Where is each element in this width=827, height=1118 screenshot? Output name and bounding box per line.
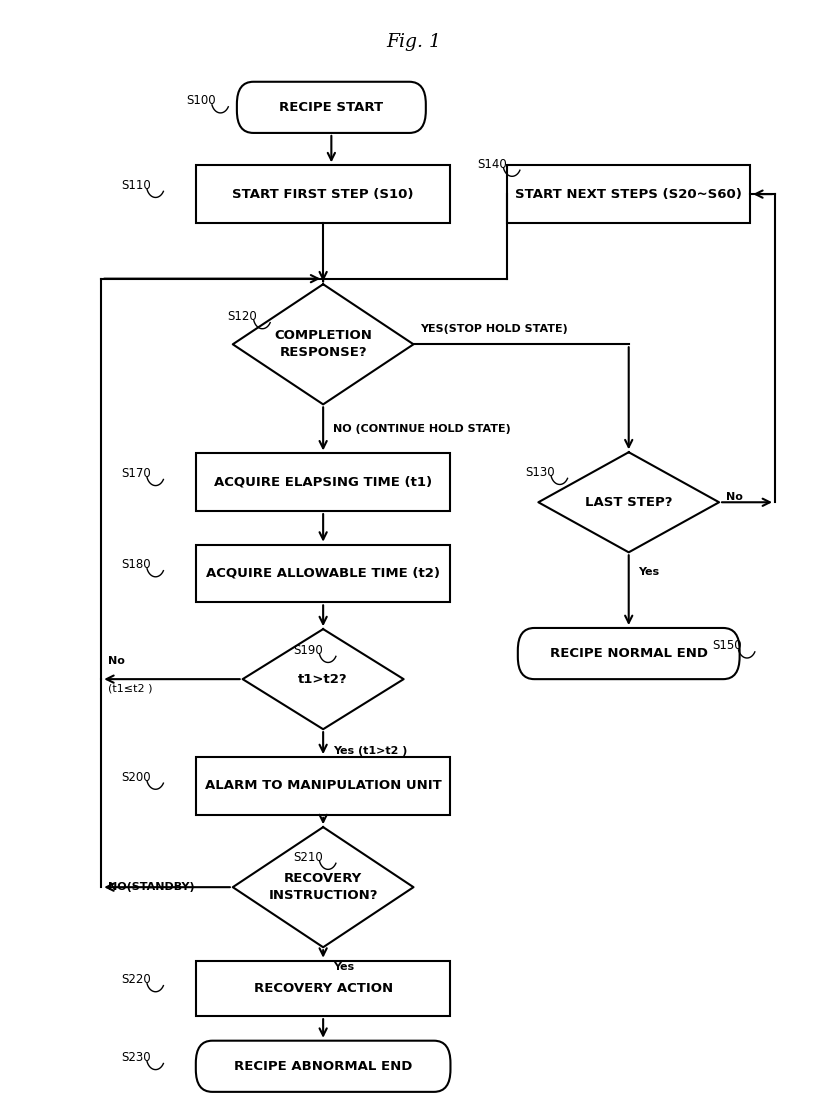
Text: S190: S190 [294,644,323,656]
Text: START FIRST STEP (S10): START FIRST STEP (S10) [232,188,414,200]
Text: ACQUIRE ALLOWABLE TIME (t2): ACQUIRE ALLOWABLE TIME (t2) [206,567,440,580]
FancyBboxPatch shape [196,1041,451,1092]
Bar [196,544,451,603]
Polygon shape [538,452,719,552]
Text: Yes: Yes [638,567,660,577]
Text: RECOVERY
INSTRUCTION?: RECOVERY INSTRUCTION? [269,872,378,902]
Text: NO (CONTINUE HOLD STATE): NO (CONTINUE HOLD STATE) [333,424,511,434]
Text: S220: S220 [121,973,151,986]
Text: S230: S230 [121,1051,151,1064]
Bar [196,165,451,224]
Text: S120: S120 [227,310,257,323]
Text: RECIPE START: RECIPE START [280,101,384,114]
Text: YES(STOP HOLD STATE): YES(STOP HOLD STATE) [420,324,568,334]
Text: START NEXT STEPS (S20~S60): START NEXT STEPS (S20~S60) [515,188,742,200]
Text: No: No [725,492,743,502]
Text: RECIPE ABNORMAL END: RECIPE ABNORMAL END [234,1060,413,1073]
Text: S210: S210 [294,851,323,863]
Bar [196,757,451,815]
FancyBboxPatch shape [237,82,426,133]
Text: ALARM TO MANIPULATION UNIT: ALARM TO MANIPULATION UNIT [205,779,442,793]
Polygon shape [242,629,404,729]
Text: RECOVERY ACTION: RECOVERY ACTION [254,982,393,995]
Bar [507,165,750,224]
Text: LAST STEP?: LAST STEP? [585,495,672,509]
Text: (t1≤t2 ): (t1≤t2 ) [108,683,152,693]
Text: S150: S150 [712,639,742,652]
Text: S180: S180 [121,558,151,571]
Text: Fig. 1: Fig. 1 [386,32,441,50]
Bar [196,960,451,1016]
Text: S170: S170 [121,467,151,480]
Text: ACQUIRE ELAPSING TIME (t1): ACQUIRE ELAPSING TIME (t1) [214,476,433,489]
Bar [196,453,451,511]
Polygon shape [232,284,414,405]
Text: S130: S130 [525,466,555,479]
Text: NO(STANDBY): NO(STANDBY) [108,882,194,892]
Text: Yes: Yes [333,963,354,973]
Text: S200: S200 [121,770,151,784]
Text: RECIPE NORMAL END: RECIPE NORMAL END [550,647,708,660]
Text: S100: S100 [186,94,216,107]
Polygon shape [232,827,414,947]
FancyBboxPatch shape [518,628,739,679]
Text: No: No [108,656,125,666]
Text: Yes (t1>t2 ): Yes (t1>t2 ) [333,747,408,757]
Text: COMPLETION
RESPONSE?: COMPLETION RESPONSE? [275,330,372,359]
Text: S110: S110 [121,179,151,191]
Text: S140: S140 [477,158,507,171]
Text: t1>t2?: t1>t2? [299,673,348,685]
